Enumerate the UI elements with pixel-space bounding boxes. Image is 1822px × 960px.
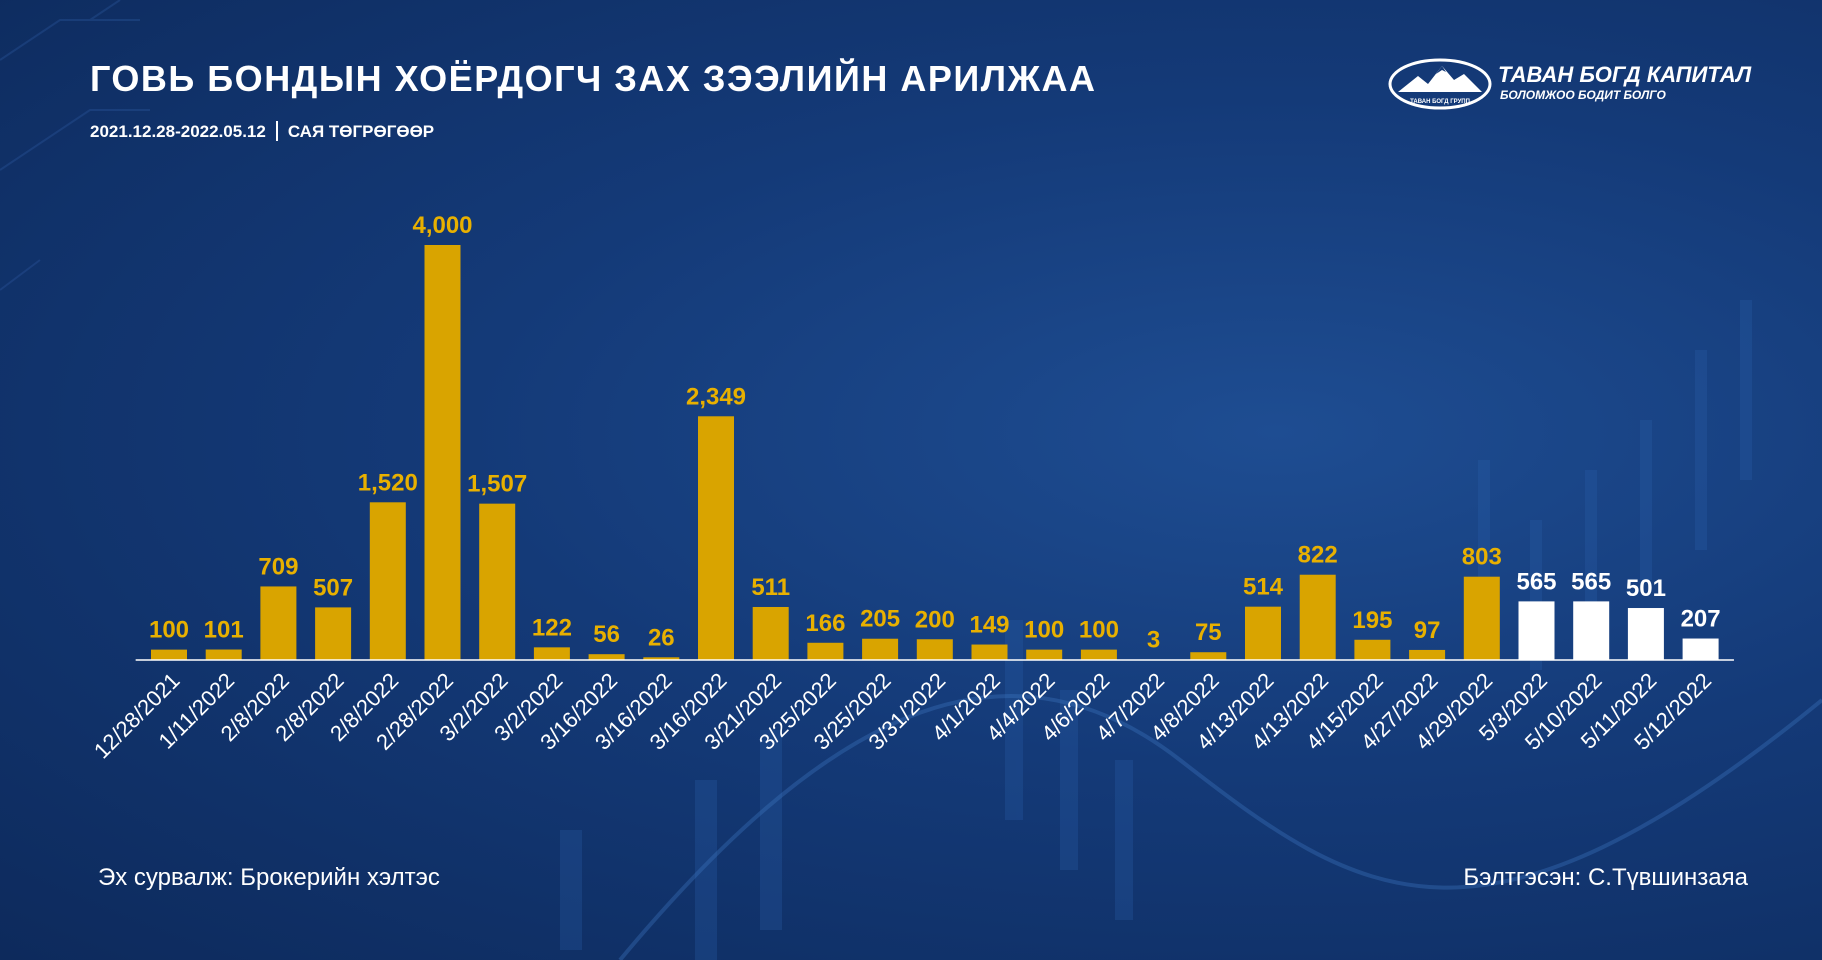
data-label: 205: [860, 606, 900, 633]
unit-label: САЯ ТӨГРӨГӨӨР: [287, 122, 435, 141]
logo-name: ТАВАН БОГД КАПИТАЛ: [1498, 62, 1752, 87]
data-label: 100: [1079, 617, 1119, 644]
bar: [533, 647, 570, 660]
chart-subtitle: 2021.12.28-2022.05.12 САЯ ТӨГРӨГӨӨР: [90, 121, 434, 142]
bar: [1026, 649, 1063, 660]
bar: [479, 503, 516, 660]
bar: [1409, 649, 1446, 660]
data-label: 200: [915, 606, 955, 633]
bar: [643, 657, 680, 660]
bar: [315, 607, 352, 660]
bar: [1080, 649, 1117, 660]
data-label: 1,520: [358, 469, 418, 496]
bar: [205, 649, 242, 660]
data-label: 207: [1681, 606, 1721, 633]
bar: [752, 606, 789, 660]
bar: [1245, 606, 1281, 660]
data-label: 2,349: [686, 383, 746, 410]
data-label: 803: [1462, 544, 1502, 571]
data-label: 507: [313, 574, 353, 601]
company-logo: ТАВАН БОГД ГРУПП ТАВАН БОГД КАПИТАЛ БОЛО…: [1388, 56, 1752, 112]
data-label: 511: [751, 574, 790, 601]
data-label: 97: [1414, 617, 1441, 644]
data-label: 100: [1024, 617, 1064, 644]
subtitle-divider: [275, 121, 278, 141]
bar: [1682, 638, 1719, 660]
bar: [1463, 576, 1500, 660]
data-label: 565: [1516, 568, 1556, 595]
data-label: 1,507: [467, 471, 527, 498]
bar: [1518, 601, 1555, 660]
bar: [1627, 608, 1664, 660]
page-title: ГОВЬ БОНДЫН ХОЁРДОГЧ ЗАХ ЗЭЭЛИЙН АРИЛЖАА: [90, 58, 1097, 99]
mountain-emblem-icon: ТАВАН БОГД ГРУПП: [1388, 58, 1492, 110]
bar: [588, 654, 625, 660]
data-label: 501: [1626, 575, 1666, 602]
bar: [807, 642, 844, 660]
data-label: 100: [149, 617, 189, 644]
data-label: 149: [969, 612, 1009, 639]
data-label: 56: [593, 621, 620, 648]
bar: [1354, 639, 1391, 660]
bar: [1573, 601, 1610, 660]
data-label: 195: [1352, 607, 1392, 634]
bar: [369, 502, 406, 660]
data-label: 26: [648, 624, 675, 651]
bar: [1190, 652, 1227, 660]
data-label: 166: [805, 610, 845, 637]
date-range-label: 2021.12.28-2022.05.12: [90, 122, 266, 141]
bar: [260, 586, 297, 660]
data-label: 122: [532, 614, 572, 641]
bar: [862, 638, 899, 660]
bar: [424, 245, 461, 660]
bar: [1299, 574, 1336, 660]
bar: [971, 644, 1008, 660]
logo-tagline: БОЛОМЖОО БОДИТ БОЛГО: [1500, 88, 1666, 102]
source-note: Эх сурвалж: Брокерийн хэлтэс: [98, 864, 440, 891]
data-label: 709: [258, 553, 298, 580]
data-label: 565: [1571, 568, 1611, 595]
author-note: Бэлтгэсэн: С.Түвшинзаяа: [1463, 864, 1748, 891]
emblem-text: ТАВАН БОГД ГРУПП: [1410, 99, 1470, 105]
bar: [151, 649, 187, 660]
data-label: 3: [1147, 627, 1160, 654]
data-label: 4,000: [412, 212, 472, 239]
data-label: 75: [1195, 619, 1222, 646]
data-label: 822: [1298, 542, 1338, 569]
bar: [916, 639, 953, 660]
data-label: 514: [1243, 574, 1284, 601]
data-label: 101: [204, 617, 244, 644]
bar: [698, 416, 734, 660]
